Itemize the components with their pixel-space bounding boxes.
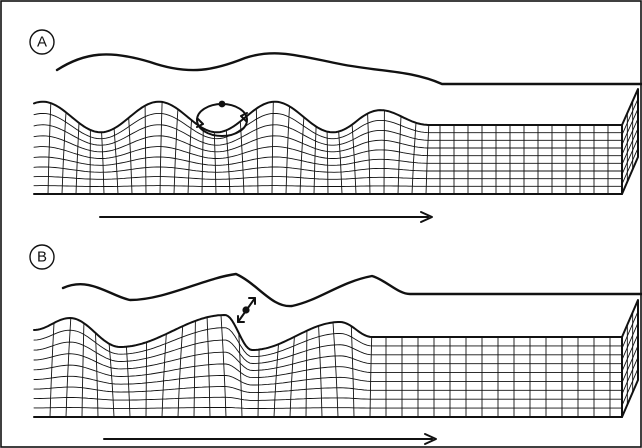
ground-surface-outline-b	[61, 272, 642, 308]
block-side-face-b	[621, 299, 639, 418]
panel-label-a: A	[29, 29, 55, 55]
deformed-grid-a	[33, 101, 623, 195]
deformed-grid-b	[33, 314, 623, 418]
block-top-edge-b	[33, 314, 623, 351]
panel-a: A	[29, 29, 642, 223]
ground-surface-outline-a	[55, 52, 642, 86]
propagation-arrow-a	[99, 211, 433, 223]
panel-b: B	[29, 244, 642, 445]
propagation-arrow-b	[103, 433, 437, 445]
panel-label-b: B	[29, 244, 55, 270]
block-side-face-a	[621, 88, 639, 195]
particle-motion-double-arrow	[237, 297, 256, 323]
particle-motion-ellipse	[196, 100, 248, 137]
svg-text:A: A	[37, 34, 47, 51]
block-top-edge-a	[33, 100, 623, 134]
svg-text:B: B	[37, 249, 47, 266]
